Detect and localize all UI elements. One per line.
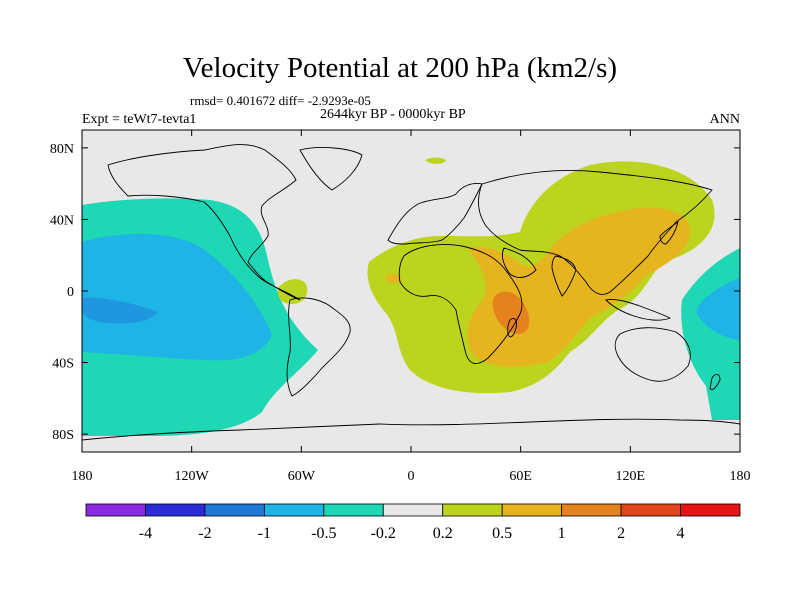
stats-text: rmsd= 0.401672 diff= -2.9293e-05 [190, 93, 371, 108]
colorbar-swatch [382, 503, 444, 517]
colorbar-swatch [85, 503, 146, 517]
season-label: ANN [709, 112, 740, 127]
lon-tick-label: 60W [288, 469, 316, 484]
coast-arabia [501, 247, 537, 278]
colorbar-swatch [263, 503, 325, 517]
experiment-label: Expt = teWt7-tevta1 [82, 112, 197, 127]
lat-axis: 80N 40N 0 40S 80S [50, 142, 740, 443]
lon-tick-label: 60E [509, 469, 532, 484]
colorbar-label: -4 [139, 525, 152, 542]
lat-tick-label: 0 [67, 285, 74, 300]
lon-tick-label: 0 [408, 469, 415, 484]
lon-axis: 180 120W 60W 0 60E 120E 180 [72, 130, 751, 484]
colorbar-swatch [145, 503, 206, 517]
contour-africa-pos-1 [492, 291, 530, 334]
coast-south-america [286, 297, 351, 397]
coast-europe [387, 183, 483, 245]
contour-pacific-neg-1 [82, 297, 158, 324]
colorbar-label: -2 [198, 525, 211, 542]
colorbar-label: -0.5 [311, 525, 336, 542]
lat-tick-label: 80N [50, 142, 74, 157]
lon-tick-label: 180 [72, 469, 93, 484]
contour-wpac-neg-0p5 [696, 278, 740, 340]
coast-asia [478, 170, 713, 295]
coast-indonesia [605, 299, 672, 321]
lat-tick-label: 80S [52, 428, 74, 443]
lat-tick-label: 40S [52, 357, 74, 372]
coast-greenland [299, 147, 363, 191]
colorbar-label: 0.2 [433, 525, 453, 542]
lon-tick-label: 120W [175, 469, 210, 484]
colorbar-swatch [561, 503, 622, 517]
coast-africa [398, 244, 523, 364]
coast-north-america [107, 144, 301, 301]
contour-arctic-pos [425, 157, 446, 164]
lon-tick-label: 180 [730, 469, 751, 484]
colorbar: -4 -2 -1 -0.5 -0.2 0.2 0.5 1 2 4 [85, 503, 741, 542]
colorbar-label: 1 [558, 525, 566, 542]
coast-japan [659, 220, 679, 245]
coast-new-zealand [709, 373, 721, 391]
lon-tick-label: 120E [616, 469, 646, 484]
colorbar-swatch [442, 503, 503, 517]
coast-australia [614, 327, 691, 382]
colorbar-swatch [323, 503, 384, 517]
contour-fill-layer [82, 157, 740, 436]
colorbar-swatch [501, 503, 563, 517]
figure-title: Velocity Potential at 200 hPa (km2/s) [182, 52, 618, 84]
coast-antarctica [82, 418, 740, 441]
colorbar-label: 0.5 [492, 525, 512, 542]
contour-pacific-neg-0p5 [82, 233, 272, 361]
colorbar-swatch [204, 503, 265, 517]
coast-india [551, 255, 577, 297]
period-text: 2644kyr BP - 0000kyr BP [320, 107, 466, 122]
colorbar-label: -0.2 [371, 525, 396, 542]
colorbar-label: 4 [677, 525, 685, 542]
contour-wafrica-pos-0p5 [386, 273, 402, 283]
colorbar-swatch [620, 503, 681, 517]
lat-tick-label: 40N [50, 213, 74, 228]
colorbar-label: -1 [258, 525, 271, 542]
colorbar-label: 2 [617, 525, 625, 542]
colorbar-swatch [680, 503, 741, 517]
coast-madagascar [507, 317, 517, 338]
coastlines [82, 144, 740, 441]
